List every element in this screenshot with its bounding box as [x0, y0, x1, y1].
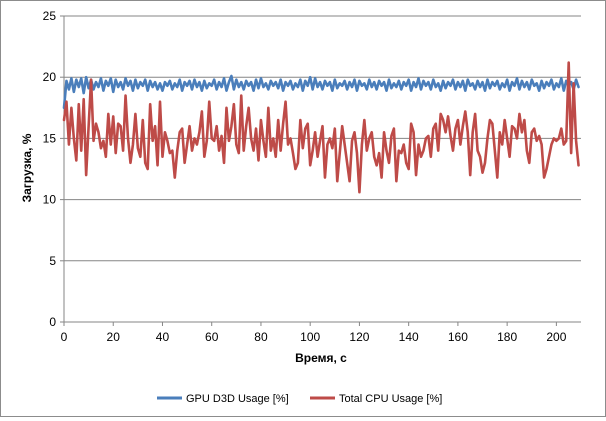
y-tick-label: 5 [49, 254, 56, 268]
legend-label: GPU D3D Usage [%] [186, 393, 289, 405]
y-tick-label: 25 [43, 9, 57, 23]
x-tick-label: 100 [300, 330, 320, 344]
x-tick-label: 40 [156, 330, 170, 344]
y-tick-label: 15 [43, 131, 57, 145]
x-tick-label: 80 [254, 330, 268, 344]
x-tick-label: 0 [61, 330, 68, 344]
x-tick-label: 160 [448, 330, 468, 344]
x-axis-label: Время, с [295, 351, 347, 365]
x-tick-label: 140 [399, 330, 419, 344]
series-line-gpu [62, 74, 580, 110]
y-tick-labels: 0 5 10 15 20 25 [43, 9, 57, 329]
x-tick-label: 200 [546, 330, 566, 344]
axes [60, 15, 581, 326]
y-tick-label: 10 [43, 193, 57, 207]
y-axis-label: Загрузка, % [20, 133, 34, 202]
x-tick-label: 20 [107, 330, 121, 344]
x-tick-labels: 0 20 40 60 80 100 120 140 160 180 200 [61, 330, 567, 344]
y-tick-label: 20 [43, 70, 57, 84]
legend-label: Total CPU Usage [%] [339, 393, 442, 405]
series-line-cpu [62, 61, 580, 194]
x-tick-label: 60 [205, 330, 219, 344]
series-lines [62, 61, 580, 194]
x-tick-label: 120 [349, 330, 369, 344]
x-tick-label: 180 [497, 330, 517, 344]
legend: GPU D3D Usage [%] Total CPU Usage [%] [157, 393, 442, 405]
y-tick-label: 0 [49, 315, 56, 329]
